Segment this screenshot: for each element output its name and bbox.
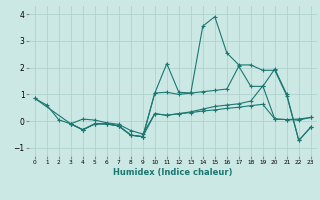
- X-axis label: Humidex (Indice chaleur): Humidex (Indice chaleur): [113, 168, 233, 177]
